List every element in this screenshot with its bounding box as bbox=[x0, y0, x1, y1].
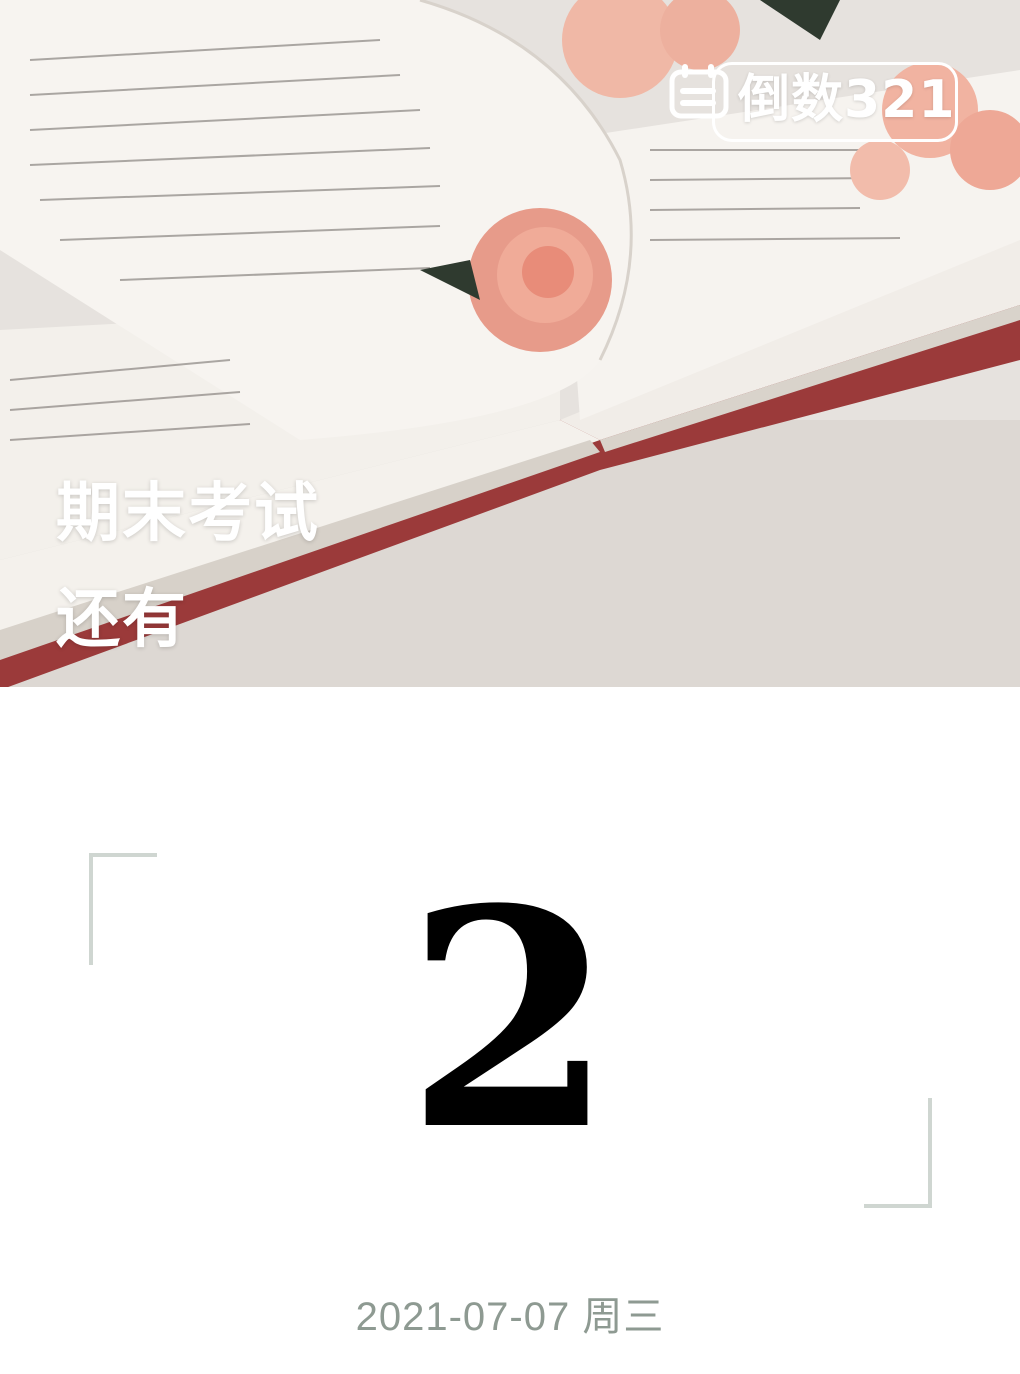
event-title: 期末考试 bbox=[56, 477, 320, 551]
corner-bracket-bottom-right bbox=[864, 1098, 932, 1208]
book-and-roses-illustration bbox=[0, 0, 1020, 687]
brand-badge-outline bbox=[712, 62, 958, 142]
corner-bracket-top-left bbox=[89, 853, 157, 965]
days-remaining: 2 bbox=[405, 843, 615, 1196]
target-date: 2021-07-07 周三 bbox=[355, 1295, 665, 1339]
event-subtitle: 还有 bbox=[56, 583, 188, 657]
brand-badge: 倒数321 bbox=[668, 62, 962, 144]
brand-name: 倒数321 bbox=[738, 70, 956, 130]
hero-image: 倒数321 期末考试 还有 bbox=[0, 0, 1020, 687]
calendar-icon bbox=[669, 64, 729, 119]
